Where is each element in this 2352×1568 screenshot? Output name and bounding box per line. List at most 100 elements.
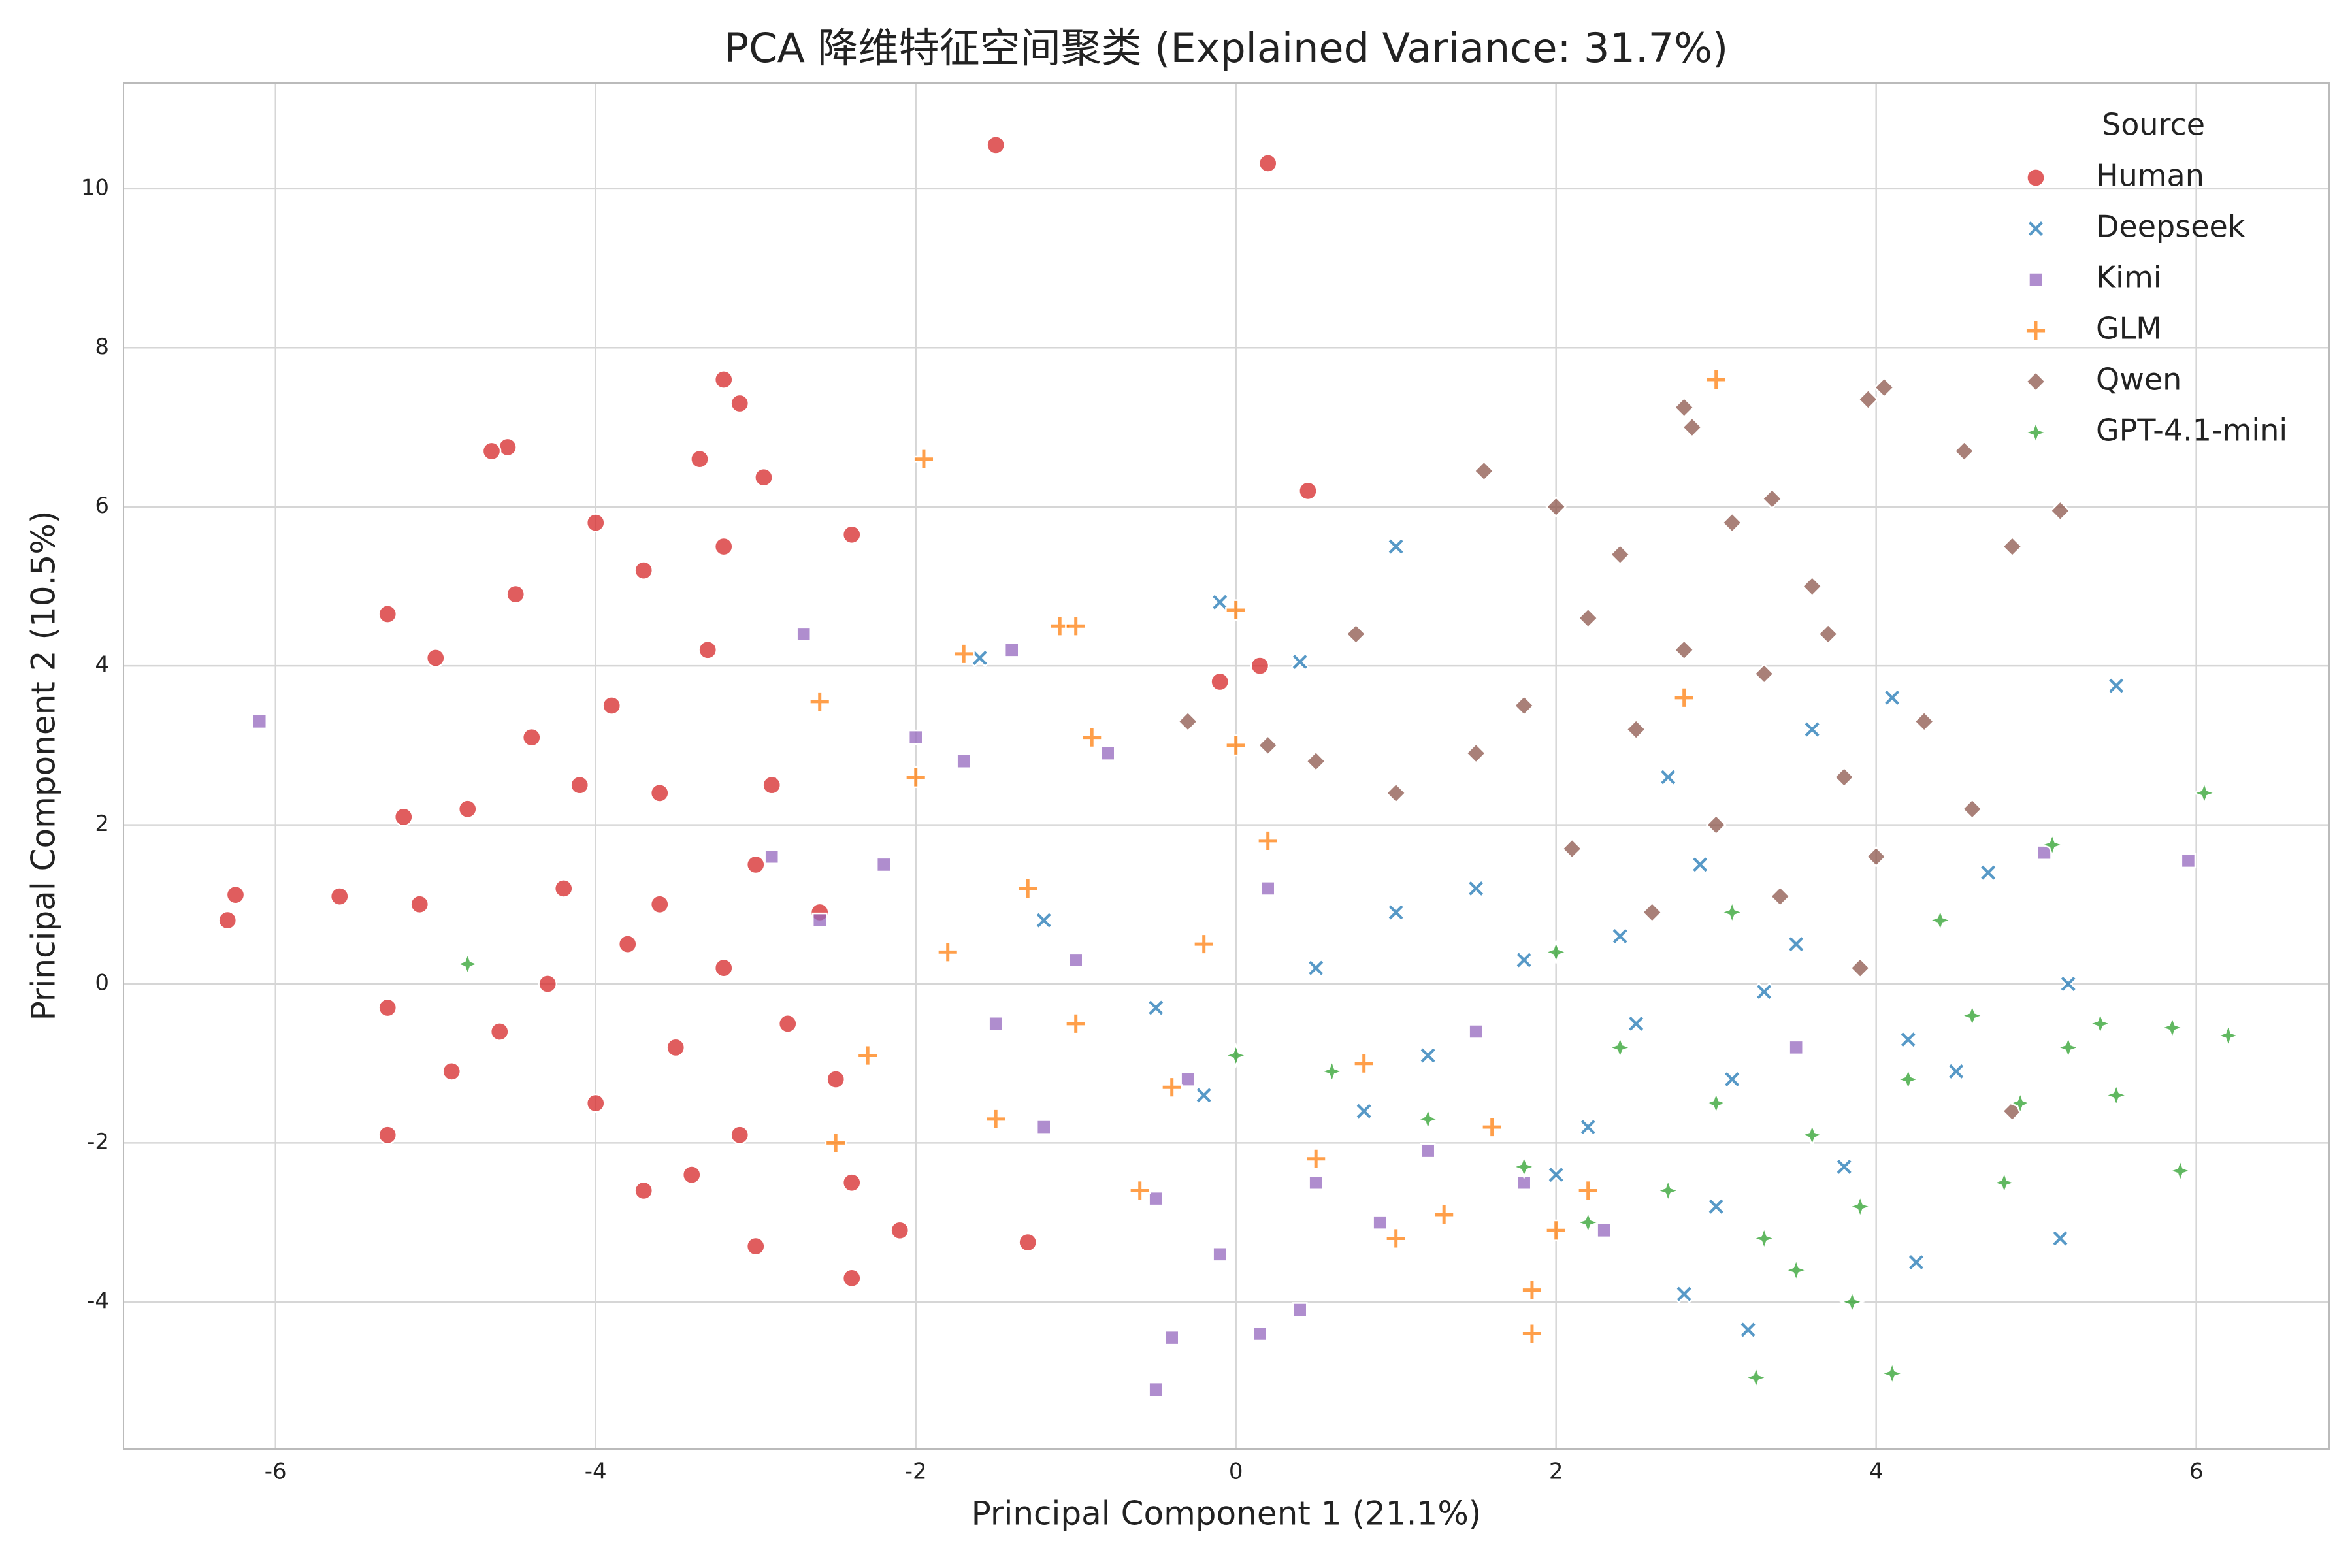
point [2039,832,2066,858]
point [666,1037,686,1058]
point [1250,656,1270,676]
grid [123,83,2329,1449]
y-axis-label: Principal Component 2 (10.5%) [25,511,63,1021]
point [1004,642,1020,658]
legend-label: Human [2096,158,2204,193]
point [1786,934,1806,954]
point [875,857,892,873]
point [1385,782,1407,804]
points [218,135,2242,1397]
point [506,584,526,604]
point [1561,838,1583,860]
point [1865,846,1887,868]
point [2215,1022,2242,1049]
point [1420,1143,1436,1159]
point [1673,639,1695,661]
point [1318,1058,1345,1085]
point [1577,1179,1599,1201]
y-tick-label: 8 [95,334,109,360]
point [521,727,542,747]
point [2167,1158,2194,1184]
point [1705,368,1727,391]
point [1783,1257,1810,1284]
point [1100,745,1116,761]
point [826,1070,846,1089]
point [1418,1046,1438,1066]
point [649,783,670,803]
point [1353,1053,1375,1075]
point [1385,1227,1407,1250]
point [1857,389,1879,410]
point [1991,1169,2017,1196]
x-axis-label: Principal Component 1 (21.1%) [972,1495,1482,1533]
point [1148,1381,1164,1397]
point [1873,376,1895,399]
point [1674,1284,1694,1304]
point [1799,1122,1825,1149]
point [698,640,718,660]
point [1466,879,1486,898]
point [745,1236,766,1256]
point [841,1173,862,1193]
point [1414,1106,1441,1132]
point [1705,814,1727,836]
point [482,441,502,461]
point [986,135,1006,155]
point [1433,1203,1455,1226]
chart-title: PCA 降维特征空间聚类 (Explained Variance: 31.7%) [725,24,1728,72]
point [1545,1219,1567,1241]
point [1978,863,1998,883]
point [454,951,481,977]
point [1906,1252,1926,1272]
point [764,849,780,865]
point [1036,1119,1052,1135]
point [457,799,478,819]
point [1210,672,1230,692]
y-tick-label: 0 [95,970,109,996]
point [1803,719,1822,740]
point [1610,926,1630,946]
point [1575,1209,1601,1235]
point [1305,1148,1327,1170]
point [970,648,990,668]
legend-label: Deepseek [2096,209,2246,244]
point [252,713,268,730]
legend-label: GPT-4.1-mini [2096,413,2287,448]
legend-marker [2025,319,2047,342]
point [393,807,414,827]
point [937,941,959,963]
point [329,887,350,906]
point [1257,830,1279,852]
x-tick-label: 2 [1549,1459,1563,1485]
point [1578,1117,1598,1137]
point [953,643,975,665]
point [1161,1076,1183,1098]
x-tick-label: -2 [905,1459,927,1485]
point [1707,1197,1726,1217]
point [1465,742,1487,764]
point [1743,1364,1769,1391]
point [1372,1215,1388,1230]
point [1513,694,1535,717]
point [907,729,924,745]
point [1801,576,1823,597]
point [857,1044,879,1067]
point [1641,902,1663,923]
point [1609,544,1631,565]
point [1049,615,1071,637]
point [841,1268,862,1288]
point [1817,623,1839,645]
legend: Source Human Deepseek Kimi GLM Qwen GPT-4.1-mi… [2023,107,2287,448]
point [1193,933,1215,955]
point [538,974,558,994]
point [1177,711,1199,732]
point [1034,911,1054,930]
point [2106,676,2126,696]
point [1655,1177,1682,1204]
legend-marker [2023,419,2049,446]
point [713,536,734,557]
point [585,513,606,532]
point [1386,537,1406,557]
point [1703,1090,1729,1117]
